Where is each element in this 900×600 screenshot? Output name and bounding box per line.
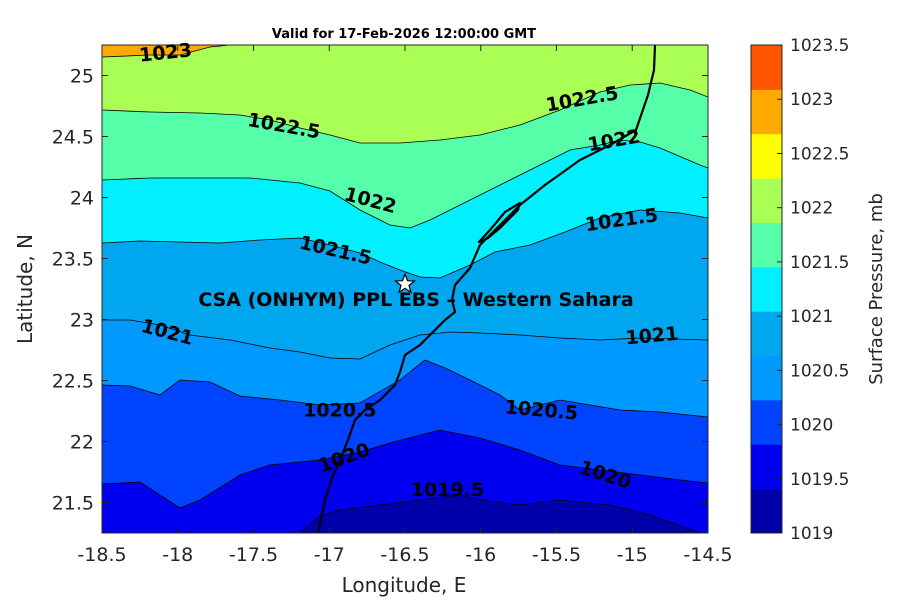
contour-lines [102, 45, 708, 533]
contour-line-1021 [102, 319, 708, 360]
contour-label: 1023 [138, 39, 193, 66]
x-tick-label: -16 [465, 544, 496, 566]
y-tick-label: 24.5 [52, 127, 94, 149]
y-axis-label: Latitude, N [13, 234, 37, 344]
colorbar-tick-label: 1022.5 [790, 144, 849, 164]
colorbar-segment [751, 488, 782, 534]
colorbar-segment [751, 311, 782, 357]
site-marker-group: CSA (ONHYM) PPL EBS – Western Sahara [198, 272, 634, 311]
colorbar-segment [751, 355, 782, 401]
colorbar-tick-label: 1022 [790, 199, 833, 219]
chart-title: Valid for 17-Feb-2026 12:00:00 GMT [272, 27, 536, 42]
colorbar-frame [750, 44, 783, 534]
band-1022-5 [102, 45, 708, 143]
colorbar-tick-label: 1019 [790, 524, 833, 544]
colorbar-segment [751, 222, 782, 268]
contour-label: 1020.5 [303, 400, 376, 422]
x-tick-label: -17 [314, 544, 345, 566]
dakhla-peninsula [477, 201, 522, 244]
contour-label: 1021 [625, 323, 680, 350]
x-tick-label: -18.5 [77, 544, 126, 566]
colorbar: 1019 1019.5 1020 1020.5 1021 1021.5 1022 1022.5… [750, 36, 849, 544]
colorbar-tick-label: 1021.5 [790, 253, 849, 273]
colorbar-label: Surface Pressure, mb [866, 193, 887, 385]
contour-line-1020 [102, 429, 708, 509]
colorbar-segment [751, 45, 782, 90]
contour-line-1023 [102, 45, 231, 58]
y-tick-label: 21.5 [52, 493, 94, 515]
x-tick-label: -15.5 [532, 544, 581, 566]
x-tick-label: -14.5 [683, 544, 732, 566]
band-1023-orange [102, 45, 230, 57]
colorbar-tick-label: 1021 [790, 307, 833, 327]
contour-line-1020-5 [102, 359, 708, 418]
colorbar-segment [751, 133, 782, 179]
colorbar-segment [751, 444, 782, 490]
colorbar-tick-label: 1023 [790, 90, 833, 110]
colorbar-tick-label: 1020.5 [790, 361, 849, 381]
site-label: CSA (ONHYM) PPL EBS – Western Sahara [198, 289, 633, 311]
coastline [316, 45, 657, 533]
y-tick-label: 22.5 [52, 371, 94, 393]
x-tick-label: -17.5 [229, 544, 278, 566]
contour-label: 1019.5 [411, 479, 484, 501]
colorbar-tick-label: 1023.5 [790, 36, 849, 56]
contour-line-1022-5 [102, 82, 708, 144]
colorbar-tick-label: 1020 [790, 416, 833, 436]
colorbar-segment [751, 399, 782, 445]
contour-line-1022 [102, 139, 708, 229]
colorbar-segment [751, 178, 782, 223]
x-tick-label: -18 [162, 544, 193, 566]
contour-line-1019-5 [299, 494, 701, 533]
site-star-marker [393, 272, 417, 294]
y-tick-label: 23.5 [52, 249, 94, 271]
plot-area [102, 45, 708, 533]
colorbar-segment [751, 266, 782, 312]
colorbar-segment [751, 89, 782, 135]
x-tick-label: -15 [617, 544, 648, 566]
y-tick-label: 22 [70, 432, 94, 454]
contour-line-1021-5 [102, 209, 708, 279]
y-tick-label: 24 [70, 188, 94, 210]
y-tick-label: 23 [70, 310, 94, 332]
coastline-path [316, 45, 657, 533]
y-axis: 21.5 22 22.5 23 23.5 24 24.5 25 [52, 66, 708, 515]
x-axis-label: Longitude, E [342, 573, 467, 597]
x-axis: -18.5 -18 -17.5 -17 -16.5 -16 -15.5 -15 -14.5 [77, 45, 733, 566]
y-tick-label: 25 [70, 66, 94, 88]
x-tick-label: -16.5 [380, 544, 429, 566]
colorbar-tick-label: 1019.5 [790, 470, 849, 490]
